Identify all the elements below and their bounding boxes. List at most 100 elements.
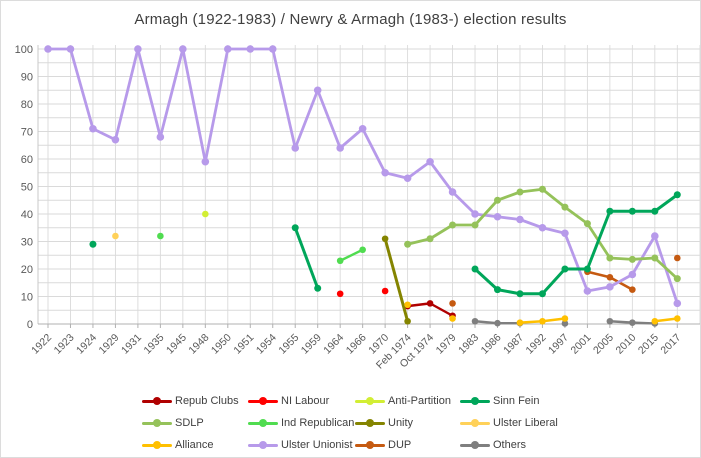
legend-item-ulster-liberal: Ulster Liberal <box>460 412 558 434</box>
x-tick-label: 1931 <box>119 332 144 357</box>
legend-swatch-unity <box>355 418 385 428</box>
legend-swatch-ind-republican <box>248 418 278 428</box>
legend-swatch-ulster-unionist <box>248 440 278 450</box>
data-point-alliance <box>561 315 569 322</box>
y-tick-label: 50 <box>21 181 33 193</box>
y-tick-label: 90 <box>21 71 33 83</box>
legend-item-ni-labour: NI Labour <box>248 390 355 412</box>
data-point-ind-republican <box>336 257 344 265</box>
legend-marker-sample <box>471 396 479 405</box>
legend-item-repub-clubs: Repub Clubs <box>142 390 248 412</box>
series-ulster-unionist <box>44 45 682 308</box>
data-point-others <box>561 320 569 327</box>
legend-marker-sample <box>259 440 267 449</box>
data-point-ulster-unionist <box>156 133 165 141</box>
data-point-others <box>471 317 479 325</box>
series-alliance <box>404 301 681 326</box>
data-point-sdlp <box>561 203 569 211</box>
data-point-sdlp <box>404 240 412 248</box>
data-point-ulster-unionist <box>179 45 187 53</box>
series-ind-republican <box>157 232 366 265</box>
data-point-ulster-unionist <box>66 45 75 53</box>
data-point-ulster-unionist <box>561 229 569 238</box>
data-point-others <box>494 319 501 327</box>
x-tick-label: 2017 <box>658 332 683 357</box>
legend-marker-sample <box>366 418 374 427</box>
data-point-sdlp <box>426 235 434 243</box>
series-line-sinn-fein <box>473 193 679 296</box>
data-point-ulster-liberal <box>112 232 119 240</box>
data-point-sdlp <box>538 185 546 193</box>
x-tick-label: 1945 <box>164 332 189 357</box>
y-tick-label: 80 <box>21 99 33 111</box>
data-point-ulster-unionist <box>403 174 412 183</box>
x-tick-label: 1992 <box>524 332 549 357</box>
data-point-ulster-unionist <box>606 283 614 291</box>
series-line-alliance <box>653 317 679 323</box>
data-point-sdlp <box>494 196 501 204</box>
legend-swatch-others <box>460 440 490 450</box>
data-point-ind-republican <box>157 232 164 240</box>
x-tick-label: 2005 <box>591 332 616 357</box>
data-point-sdlp <box>583 220 591 228</box>
series-ni-labour <box>336 287 389 298</box>
data-point-sinn-fein <box>494 286 501 294</box>
legend-swatch-ulster-liberal <box>460 418 490 428</box>
data-point-ulster-unionist <box>291 144 300 152</box>
legend-marker-sample <box>259 418 267 427</box>
data-point-sinn-fein <box>651 207 659 215</box>
data-point-alliance <box>449 315 456 322</box>
legend-item-dup: DUP <box>355 434 460 456</box>
y-tick-label: 40 <box>21 209 33 221</box>
x-tick-label: 1983 <box>456 332 481 357</box>
legend-label: NI Labour <box>281 395 330 407</box>
y-tick-label: 30 <box>21 236 33 248</box>
legend-item-alliance: Alliance <box>142 434 248 456</box>
data-point-sinn-fein <box>291 224 299 232</box>
data-point-ulster-unionist <box>538 223 547 232</box>
data-point-sinn-fein <box>606 207 614 215</box>
data-point-ulster-unionist <box>516 215 524 224</box>
data-point-unity <box>381 235 389 243</box>
data-point-ulster-unionist <box>448 188 457 196</box>
legend-item-unity: Unity <box>355 412 460 434</box>
legend-label: SDLP <box>175 417 204 429</box>
legend-swatch-alliance <box>142 440 172 450</box>
x-tick-label: 1935 <box>141 332 166 357</box>
x-tick-label: 1923 <box>52 332 77 357</box>
legend-swatch-sdlp <box>142 418 172 428</box>
data-point-ulster-unionist <box>381 168 389 177</box>
legend-marker-sample <box>153 418 161 427</box>
legend-marker-sample <box>153 440 161 449</box>
legend-swatch-repub-clubs <box>142 396 172 406</box>
legend-label: Sinn Fein <box>493 395 540 407</box>
data-point-ulster-unionist <box>471 210 479 218</box>
data-point-sinn-fein <box>516 290 524 298</box>
series-line-unity <box>383 237 410 323</box>
data-point-sinn-fein <box>561 265 569 273</box>
data-point-ulster-unionist <box>628 270 637 279</box>
legend-swatch-anti-partition <box>355 396 385 406</box>
x-tick-label: 1997 <box>546 332 571 357</box>
data-point-ulster-unionist <box>336 144 344 152</box>
x-tick-label: 2015 <box>636 332 661 357</box>
data-point-sdlp <box>606 254 614 262</box>
x-tick-label: 1979 <box>434 332 459 357</box>
data-point-ulster-unionist <box>89 124 97 133</box>
data-point-ulster-unionist <box>673 299 682 308</box>
x-tick-label: 1987 <box>501 332 526 357</box>
legend-marker-sample <box>471 418 479 427</box>
gridlines <box>37 45 701 328</box>
data-point-ulster-unionist <box>583 287 592 295</box>
data-point-ulster-unionist <box>358 124 367 133</box>
data-point-anti-partition <box>202 210 209 218</box>
legend-label: Anti-Partition <box>388 395 451 407</box>
data-point-ind-republican <box>359 246 366 254</box>
data-point-ni-labour <box>336 290 344 298</box>
legend-label: Repub Clubs <box>175 395 239 407</box>
data-point-sinn-fein <box>314 284 322 292</box>
data-point-sinn-fein <box>89 240 97 248</box>
x-tick-label: 2010 <box>613 332 638 357</box>
series-unity <box>381 235 411 325</box>
